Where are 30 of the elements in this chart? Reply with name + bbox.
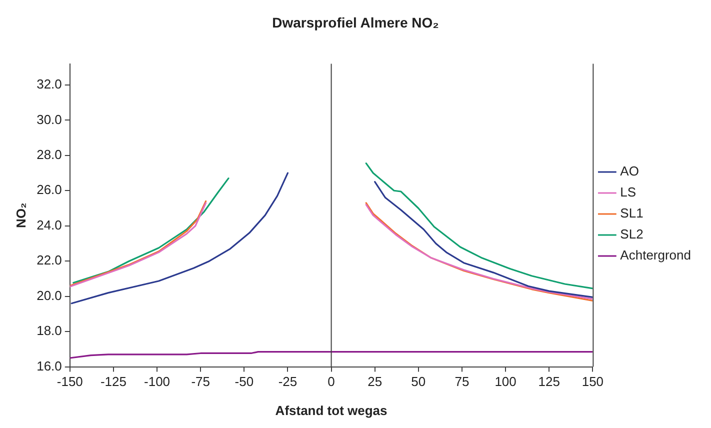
x-tick-label: -100 (144, 374, 170, 390)
x-tick-label: -50 (234, 374, 254, 390)
x-axis-title: Afstand tot wegas (275, 402, 388, 418)
x-tick-label: 125 (538, 374, 560, 390)
y-tick-label: 22.0 (36, 252, 62, 268)
x-tick-label: -150 (56, 374, 83, 390)
x-tick-label: 0 (328, 374, 335, 390)
y-tick-label: 16.0 (36, 358, 62, 374)
y-tick-label: 20.0 (36, 288, 62, 303)
y-tick-label: 32.0 (36, 76, 62, 92)
legend-label: SL2 (620, 226, 644, 242)
x-tick-label: 100 (494, 374, 516, 390)
x-tick-label: -125 (100, 374, 126, 390)
legend-label: SL1 (620, 206, 644, 221)
y-axis-title: NO₂ (13, 202, 28, 228)
y-tick-label: 30.0 (36, 112, 62, 127)
legend-label: AO (620, 164, 639, 179)
legend-label: LS (620, 184, 636, 200)
chart-title: Dwarsprofiel Almere NO₂ (272, 14, 439, 30)
y-tick-label: 24.0 (36, 217, 62, 232)
legend-label: Achtergrond (620, 248, 692, 263)
x-tick-label: 25 (368, 374, 382, 390)
y-tick-label: 26.0 (36, 182, 62, 198)
x-tick-label: 150 (582, 374, 604, 390)
x-tick-label: 50 (411, 374, 426, 390)
x-tick-label: -75 (191, 374, 210, 390)
y-tick-label: 28.0 (36, 146, 62, 162)
y-tick-label: 18.0 (36, 323, 62, 338)
x-tick-label: 75 (454, 374, 470, 390)
x-tick-label: -25 (278, 374, 298, 390)
